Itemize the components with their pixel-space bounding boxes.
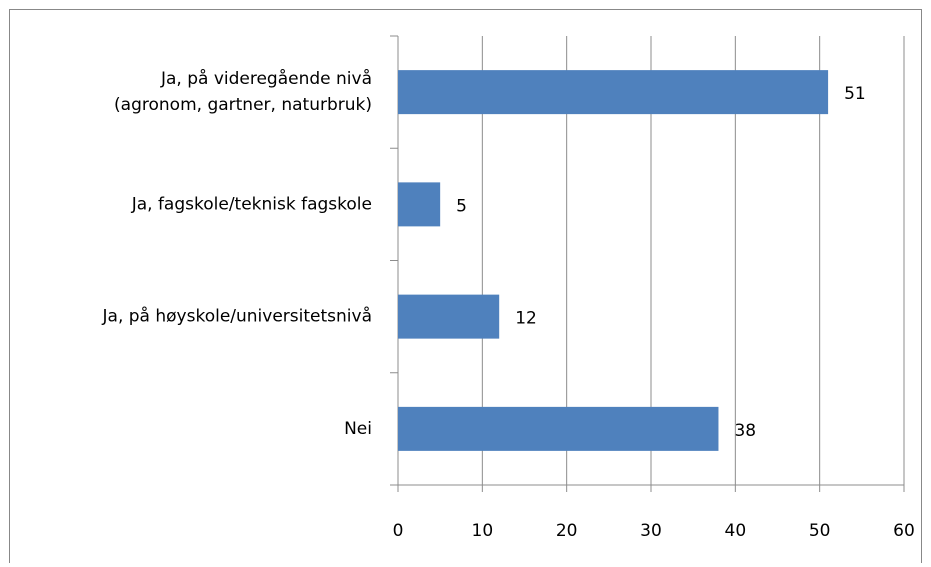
value-label: 38 [734,421,756,441]
x-tick-label: 60 [893,521,915,541]
x-tick-label: 40 [725,521,747,541]
x-tick-label: 20 [556,521,578,541]
x-tick-label: 50 [809,521,831,541]
value-label: 51 [844,84,866,104]
bar [398,70,829,115]
x-tick-label: 10 [472,521,494,541]
x-tick-label: 30 [640,521,662,541]
bar [398,182,441,227]
value-label: 5 [456,196,467,216]
value-label: 12 [515,309,537,329]
y-tick-label: Ja, fagskole/teknisk fagskole [131,194,372,214]
y-tick-label: Nei [344,419,372,439]
y-tick-label: Ja, på høyskole/universitetsnivå [102,306,372,327]
y-tick-label: Ja, på videregående nivå (agronom, gartne… [114,68,372,115]
x-tick-label: 0 [393,521,404,541]
chart-frame [9,9,922,563]
bar [398,406,719,451]
bar [398,294,500,339]
